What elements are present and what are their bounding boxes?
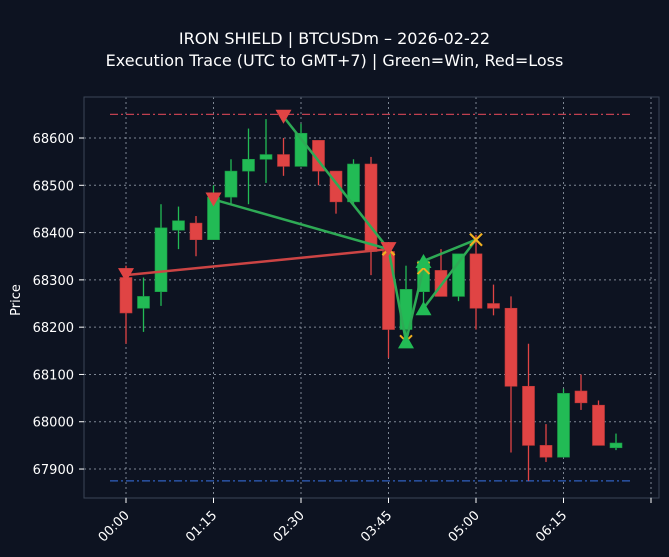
- x-tick-label: 01:15: [183, 508, 220, 545]
- bull-candle: [557, 393, 570, 458]
- buy-entry-triangle-icon: [415, 253, 432, 268]
- sell-entry-triangle-icon: [380, 242, 397, 257]
- y-tick-label: 68200: [33, 321, 74, 336]
- x-tick-label: 02:30: [271, 508, 308, 545]
- buy-entry-triangle-icon: [398, 334, 414, 349]
- bear-candle: [277, 154, 290, 167]
- x-tick-label: 06:15: [533, 508, 570, 545]
- trade-line-loss: [125, 247, 389, 277]
- bear-candle: [119, 277, 133, 314]
- sell-entry-triangle-icon: [205, 192, 222, 207]
- exit-x-icon: [469, 232, 483, 247]
- trade-line-win: [213, 198, 389, 251]
- bull-candle: [259, 154, 273, 160]
- y-tick-label: 68400: [33, 227, 74, 242]
- bear-candle: [189, 222, 203, 240]
- plot-frame: [83, 96, 660, 499]
- bear-candle: [364, 163, 378, 252]
- bear-candle: [382, 251, 395, 330]
- bear-candle: [487, 303, 500, 309]
- y-tick-label: 68600: [33, 132, 74, 147]
- x-tick-label: 03:45: [358, 508, 395, 545]
- x-axis: 00:00 01:15 02:30 03:45 05:00 06:15: [96, 498, 652, 545]
- y-tick-label: 68100: [33, 368, 74, 383]
- level-lines: [110, 113, 633, 482]
- trade-line-win: [282, 115, 390, 250]
- candles: [119, 119, 623, 481]
- y-axis: 67900 68000 68100 68200 68300 68400 68500 68600: [33, 132, 84, 478]
- buy-entry-triangle-icon: [415, 301, 432, 316]
- bull-candle: [137, 296, 150, 309]
- y-tick-label: 68300: [33, 274, 74, 289]
- bull-candle: [347, 163, 360, 203]
- bull-candle: [154, 227, 168, 292]
- bull-candle: [172, 220, 185, 231]
- bear-candle: [504, 307, 518, 387]
- bull-candle: [452, 253, 465, 297]
- bear-candle: [574, 390, 588, 404]
- bear-candle: [469, 253, 483, 309]
- y-tick-label: 68000: [33, 416, 74, 431]
- sell-entry-triangle-icon: [118, 268, 134, 283]
- y-tick-label: 68500: [33, 179, 74, 194]
- trade-markers: [118, 109, 483, 349]
- sell-entry-triangle-icon: [275, 109, 292, 124]
- y-axis-label: Price: [9, 284, 24, 316]
- bull-candle: [224, 170, 238, 198]
- trade-lines: [125, 115, 477, 342]
- trade-line-win: [422, 238, 477, 310]
- bull-candle: [609, 442, 623, 449]
- trade-line-win: [404, 267, 425, 342]
- y-tick-label: 67900: [33, 463, 74, 478]
- trade-line-win: [423, 238, 477, 263]
- bear-candle: [592, 404, 605, 446]
- chart-title-line1: IRON SHIELD | BTCUSDm – 2026-02-22: [178, 29, 491, 48]
- trade-line-win: [387, 248, 408, 342]
- bear-candle: [539, 445, 553, 458]
- bull-candle: [242, 158, 255, 172]
- chart-title-line2: Execution Trace (UTC to GMT+7) | Green=W…: [105, 51, 564, 70]
- x-tick-label: 00:00: [96, 508, 133, 545]
- x-tick-label: 05:00: [446, 508, 483, 545]
- bear-candle: [522, 385, 535, 446]
